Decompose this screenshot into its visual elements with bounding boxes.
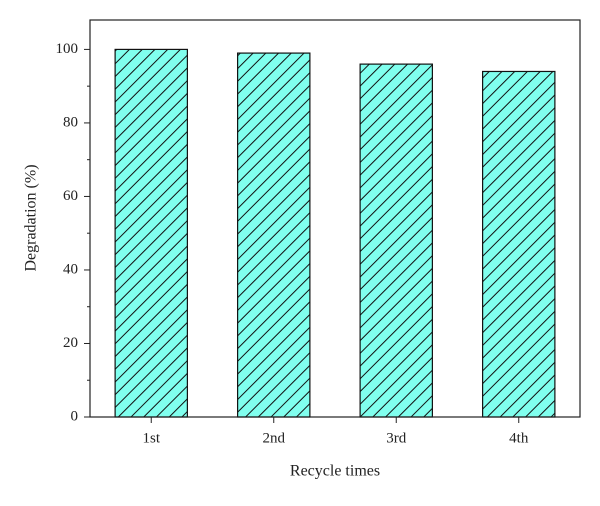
bar: [482, 70, 556, 418]
y-tick-label: 80: [63, 114, 78, 130]
x-tick-label: 1st: [142, 430, 160, 446]
y-axis-title: Degradation (%): [23, 164, 40, 271]
x-tick-label: 3rd: [386, 430, 406, 446]
bar: [114, 48, 188, 418]
y-tick-label: 20: [63, 335, 78, 351]
x-tick-label: 2nd: [263, 430, 286, 446]
y-tick-label: 100: [56, 41, 79, 57]
bar: [359, 63, 433, 418]
bar: [237, 52, 311, 418]
y-tick-label: 0: [71, 408, 79, 424]
plot-frame: [89, 19, 581, 418]
x-tick-label: 4th: [509, 430, 529, 446]
y-tick-label: 60: [63, 188, 78, 204]
y-tick-label: 40: [63, 261, 78, 277]
x-axis-title: Recycle times: [290, 463, 380, 480]
